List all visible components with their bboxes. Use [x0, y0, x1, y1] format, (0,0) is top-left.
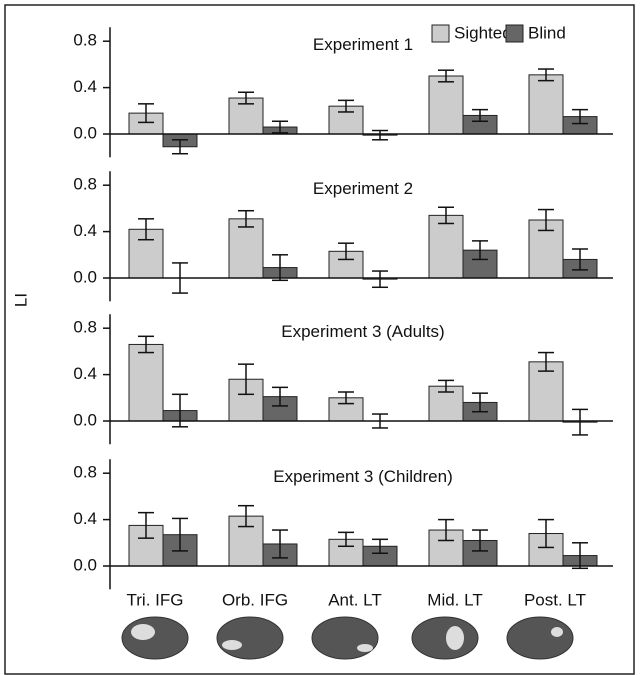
- y-tick-label: 0.0: [73, 555, 97, 574]
- error-bar: [338, 242, 354, 261]
- error-bar: [472, 529, 488, 552]
- error-bar: [372, 129, 388, 141]
- error-bar: [572, 408, 588, 436]
- error-bar: [138, 218, 154, 241]
- x-tick-label: Post. LT: [524, 590, 586, 609]
- error-bar: [272, 120, 288, 134]
- x-tick-label: Ant. LT: [328, 590, 382, 609]
- legend-label: Blind: [528, 23, 566, 42]
- error-bar: [138, 511, 154, 539]
- error-bar: [538, 351, 554, 372]
- error-bar: [538, 68, 554, 82]
- frame: [4, 4, 635, 675]
- legend-swatch: [505, 24, 524, 43]
- y-tick-label: 0.4: [73, 221, 97, 240]
- bar: [528, 74, 564, 135]
- panel-title: Experiment 2: [313, 179, 413, 198]
- error-bar: [272, 386, 288, 407]
- error-bar: [138, 103, 154, 124]
- y-tick-label: 0.8: [73, 31, 97, 50]
- bar: [428, 214, 464, 279]
- bar: [428, 75, 464, 135]
- y-tick-label: 0.4: [73, 509, 97, 528]
- error-bar: [472, 240, 488, 261]
- legend-swatch: [431, 24, 450, 43]
- error-bar: [572, 108, 588, 125]
- panel-title: Experiment 1: [313, 35, 413, 54]
- error-bar: [372, 538, 388, 554]
- bar: [128, 343, 164, 422]
- error-bar: [538, 208, 554, 232]
- error-bar: [338, 99, 354, 113]
- error-bar: [338, 391, 354, 405]
- y-tick-label: 0.0: [73, 123, 97, 142]
- error-bar: [572, 542, 588, 570]
- error-bar: [438, 518, 454, 542]
- legend-label: Sighted: [454, 23, 512, 42]
- error-bar: [338, 531, 354, 548]
- x-tick-label: Orb. IFG: [222, 590, 288, 609]
- bar: [228, 218, 264, 279]
- error-bar: [438, 379, 454, 393]
- panel-title: Experiment 3 (Adults): [281, 322, 444, 341]
- y-tick-label: 0.8: [73, 175, 97, 194]
- y-tick-label: 0.4: [73, 77, 97, 96]
- error-bar: [372, 270, 388, 289]
- error-bar: [272, 254, 288, 282]
- error-bar: [438, 206, 454, 225]
- error-bar: [472, 108, 488, 122]
- error-bar: [172, 517, 188, 552]
- error-bar: [272, 529, 288, 559]
- error-bar: [138, 335, 154, 354]
- brain-icons: [121, 616, 574, 660]
- error-bar: [472, 392, 488, 413]
- x-tick-label: Tri. IFG: [127, 590, 184, 609]
- bar: [328, 250, 364, 279]
- y-axis-label: LI: [11, 293, 30, 307]
- error-bar: [438, 69, 454, 83]
- error-bar: [238, 209, 254, 228]
- y-tick-label: 0.8: [73, 463, 97, 482]
- error-bar: [238, 363, 254, 396]
- x-tick-label: Mid. LT: [427, 590, 482, 609]
- error-bar: [172, 139, 188, 155]
- error-bar: [572, 248, 588, 271]
- y-tick-label: 0.0: [73, 410, 97, 429]
- panel-title: Experiment 3 (Children): [273, 467, 453, 486]
- y-tick-label: 0.4: [73, 364, 97, 383]
- error-bar: [538, 518, 554, 549]
- y-tick-label: 0.0: [73, 267, 97, 286]
- y-tick-label: 0.8: [73, 318, 97, 337]
- error-bar: [238, 504, 254, 528]
- error-bar: [238, 91, 254, 105]
